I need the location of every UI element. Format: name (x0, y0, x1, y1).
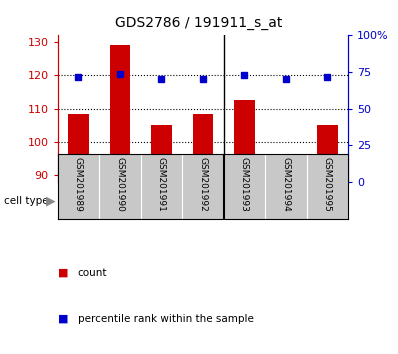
Text: GSM201994: GSM201994 (281, 157, 291, 212)
Text: motor neuron: motor neuron (248, 195, 324, 205)
Text: GSM201990: GSM201990 (115, 157, 125, 212)
Text: GDS2786 / 191911_s_at: GDS2786 / 191911_s_at (115, 16, 283, 30)
Text: ■: ■ (58, 314, 68, 324)
Bar (224, 184, 348, 218)
Bar (58, 184, 224, 218)
Text: reference: reference (114, 195, 168, 205)
Text: GSM201991: GSM201991 (157, 157, 166, 212)
Text: ■: ■ (58, 268, 68, 278)
Text: GSM201992: GSM201992 (199, 157, 207, 212)
Bar (68, 114, 89, 176)
Bar (317, 125, 338, 176)
Text: GSM201995: GSM201995 (323, 157, 332, 212)
Bar (193, 114, 213, 176)
Text: ▶: ▶ (46, 194, 55, 207)
Text: percentile rank within the sample: percentile rank within the sample (78, 314, 254, 324)
Bar (275, 160, 297, 176)
Bar (109, 45, 131, 176)
Bar (151, 125, 172, 176)
Text: GSM201989: GSM201989 (74, 157, 83, 212)
Text: count: count (78, 268, 107, 278)
Text: GSM201993: GSM201993 (240, 157, 249, 212)
Text: cell type: cell type (4, 196, 49, 206)
Bar (234, 101, 255, 176)
